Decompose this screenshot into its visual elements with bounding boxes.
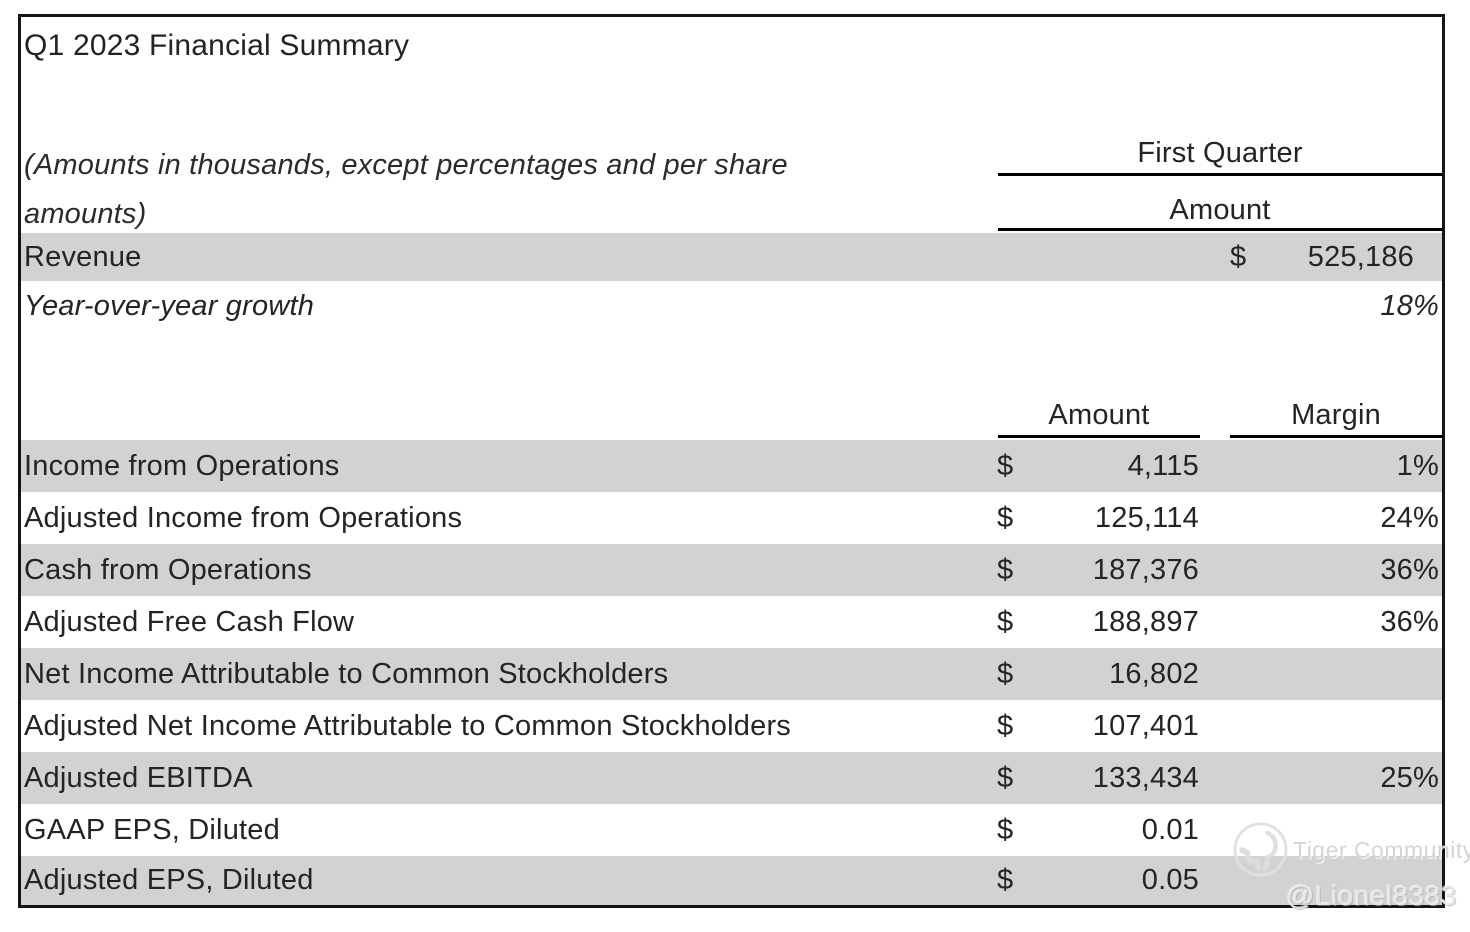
revenue-currency: $ [1230, 241, 1247, 273]
metric-amount: 107,401 [1092, 710, 1199, 742]
metric-currency: $ [997, 710, 1014, 742]
table-row: Adjusted EBITDA $ 133,434 25% [21, 752, 1442, 804]
metric-currency: $ [997, 658, 1014, 690]
metric-currency: $ [997, 762, 1014, 794]
metric-currency: $ [997, 554, 1014, 586]
table-row: Adjusted Income from Operations $ 125,11… [21, 492, 1442, 544]
metric-margin: 36% [1380, 606, 1439, 638]
metrics-rows: Income from Operations $ 4,115 1% Adjust… [21, 440, 1442, 905]
yoy-growth-label: Year-over-year growth [24, 290, 315, 322]
margin-column-header: Margin [1230, 397, 1442, 438]
table-row: Adjusted Net Income Attributable to Comm… [21, 700, 1442, 752]
metric-label: Cash from Operations [24, 554, 312, 586]
revenue-label: Revenue [24, 241, 142, 273]
revenue-row: Revenue $ 525,186 [21, 233, 1442, 281]
amounts-note-line2: amounts) [24, 198, 147, 230]
metric-label: Adjusted EBITDA [24, 762, 253, 794]
metric-amount: 4,115 [1127, 450, 1199, 482]
metric-amount: 133,434 [1092, 762, 1199, 794]
metric-currency: $ [997, 814, 1014, 846]
table-row: Net Income Attributable to Common Stockh… [21, 648, 1442, 700]
watermark-community-name: Tiger Community [1293, 837, 1470, 863]
amounts-note: (Amounts in thousands, except percentage… [24, 141, 788, 239]
metric-label: Net Income Attributable to Common Stockh… [24, 658, 669, 690]
metric-label: Adjusted EPS, Diluted [24, 864, 314, 896]
metric-label: GAAP EPS, Diluted [24, 814, 280, 846]
metric-amount: 125,114 [1094, 502, 1199, 534]
table-row: GAAP EPS, Diluted $ 0.01 [21, 804, 1442, 856]
revenue-amount: 525,186 [1307, 241, 1414, 273]
metric-currency: $ [997, 864, 1014, 896]
yoy-growth-value: 18% [1380, 290, 1439, 322]
metric-margin: 24% [1380, 502, 1439, 534]
metric-amount: 187,376 [1092, 554, 1199, 586]
metric-label: Adjusted Free Cash Flow [24, 606, 355, 638]
financial-summary-table: Q1 2023 Financial Summary (Amounts in th… [18, 14, 1445, 908]
first-quarter-header: First Quarter [998, 136, 1442, 176]
tiger-paw-logo-icon [1233, 822, 1288, 877]
table-row: Income from Operations $ 4,115 1% [21, 440, 1442, 492]
metric-label: Adjusted Income from Operations [24, 502, 463, 534]
amounts-note-line1: (Amounts in thousands, except percentage… [24, 149, 788, 181]
table-row: Adjusted EPS, Diluted $ 0.05 [21, 856, 1442, 905]
amount-column-header: Amount [998, 397, 1200, 438]
metric-currency: $ [997, 606, 1014, 638]
metric-margin: 36% [1380, 554, 1439, 586]
metric-amount: 16,802 [1109, 658, 1199, 690]
metric-currency: $ [997, 450, 1014, 482]
page-title: Q1 2023 Financial Summary [24, 29, 410, 62]
metric-margin: 25% [1380, 762, 1439, 794]
table-row: Cash from Operations $ 187,376 36% [21, 544, 1442, 596]
quarter-amount-header: Amount [998, 193, 1442, 231]
table-row: Adjusted Free Cash Flow $ 188,897 36% [21, 596, 1442, 648]
metric-label: Adjusted Net Income Attributable to Comm… [24, 710, 791, 742]
watermark-user-handle: @Lionel8383 [1286, 880, 1457, 911]
metric-margin: 1% [1396, 450, 1439, 482]
yoy-growth-row: Year-over-year growth 18% [21, 281, 1442, 331]
metric-amount: 0.01 [1141, 814, 1199, 846]
metric-amount: 188,897 [1092, 606, 1199, 638]
metric-currency: $ [997, 502, 1014, 534]
metric-label: Income from Operations [24, 450, 340, 482]
metric-amount: 0.05 [1141, 864, 1199, 896]
